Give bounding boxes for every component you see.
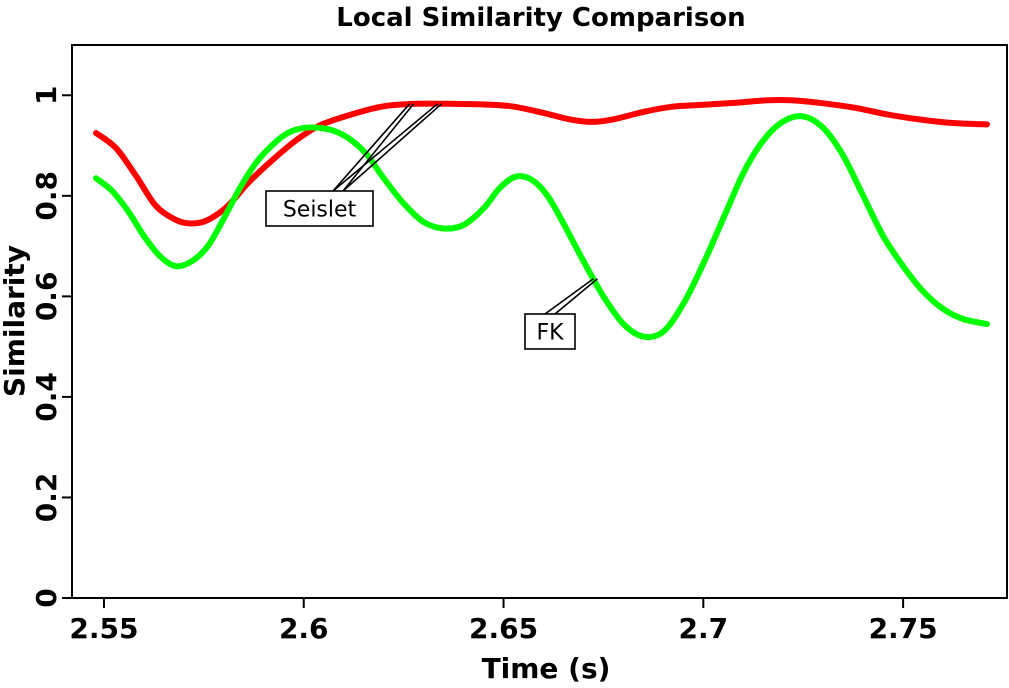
series-line-seislet — [93, 96, 990, 227]
y-tick-label: 0.4 — [30, 372, 63, 422]
annotation-leader-line — [342, 103, 443, 192]
annotation-leader-line — [544, 278, 594, 315]
plot-area — [71, 44, 1008, 599]
chart-title: Local Similarity Comparison — [336, 3, 745, 33]
annotation-leader-line — [332, 103, 411, 192]
y-tick-label: 0.8 — [30, 171, 63, 221]
annotation-fk: FK — [524, 278, 598, 350]
x-tick-label: 2.6 — [279, 612, 329, 645]
annotation-label: FK — [536, 321, 564, 346]
plot-frame — [71, 44, 1008, 599]
x-tick-label: 2.7 — [679, 612, 729, 645]
y-tick-label: 1 — [30, 86, 63, 105]
y-axis-label: Similarity — [0, 245, 31, 397]
annotation-leader-line — [332, 103, 439, 192]
annotation-layer: Seislet FK — [265, 103, 598, 350]
x-tick-label: 2.55 — [69, 612, 138, 645]
annotation-box — [524, 313, 576, 350]
annotation-leader-line — [554, 278, 598, 315]
annotation-seislet: Seislet — [265, 103, 443, 227]
y-axis: 0 0.2 0.4 0.6 0.8 1 — [30, 86, 72, 608]
annotation-box — [265, 190, 374, 227]
y-tick-label: 0 — [30, 588, 63, 607]
y-tick-label: 0.6 — [30, 272, 63, 322]
annotation-leader-line — [342, 103, 415, 192]
series-layer — [93, 96, 990, 341]
y-tick-label: 0.2 — [30, 473, 63, 523]
x-axis: 2.55 2.6 2.65 2.7 2.75 — [69, 598, 938, 645]
annotation-label: Seislet — [283, 198, 357, 223]
x-tick-label: 2.75 — [869, 612, 938, 645]
x-axis-label: Time (s) — [482, 652, 611, 685]
x-tick-label: 2.65 — [469, 612, 538, 645]
series-line-fk — [93, 113, 990, 341]
